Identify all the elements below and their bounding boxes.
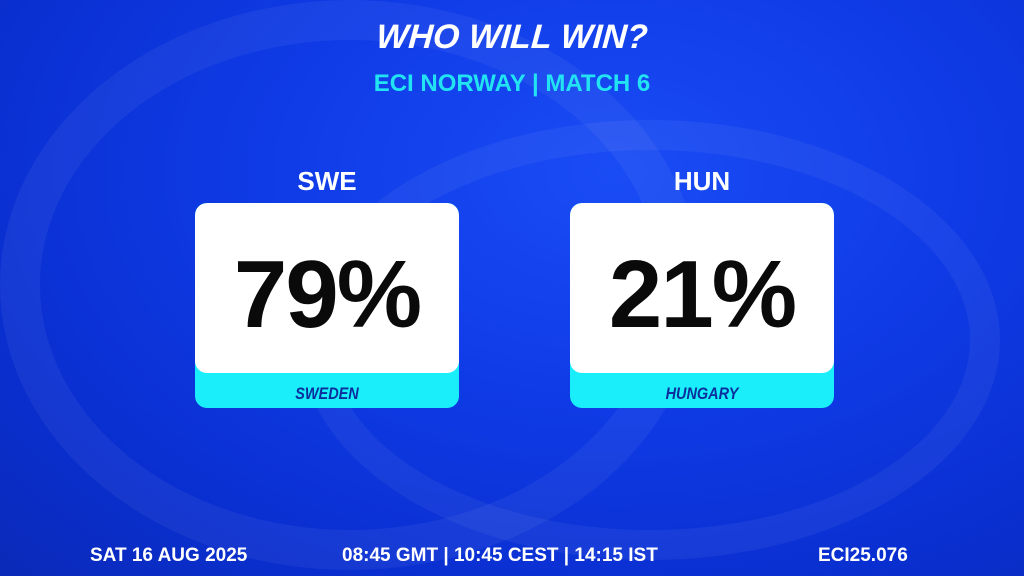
percent-panel: 21% [570, 203, 834, 373]
team-card-hun: 21% HUNGARY [570, 203, 834, 408]
match-date: SAT 16 AUG 2025 [90, 545, 248, 566]
team-name: SWEDEN [295, 384, 359, 403]
team-name: HUNGARY [665, 384, 739, 403]
match-times: 08:45 GMT | 10:45 CEST | 14:15 IST [342, 545, 658, 566]
win-percent: 79% [233, 241, 422, 348]
match-id: ECI25.076 [818, 545, 908, 566]
win-percent: 21% [608, 241, 797, 348]
team-code-swe: SWE [297, 166, 357, 196]
match-subtitle: ECI NORWAY | MATCH 6 [373, 70, 651, 97]
team-card-swe: 79% SWEDEN [195, 203, 459, 408]
team-code-hun: HUN [673, 166, 731, 196]
page-title: WHO WILL WIN? [375, 18, 650, 56]
percent-panel: 79% [195, 203, 459, 373]
